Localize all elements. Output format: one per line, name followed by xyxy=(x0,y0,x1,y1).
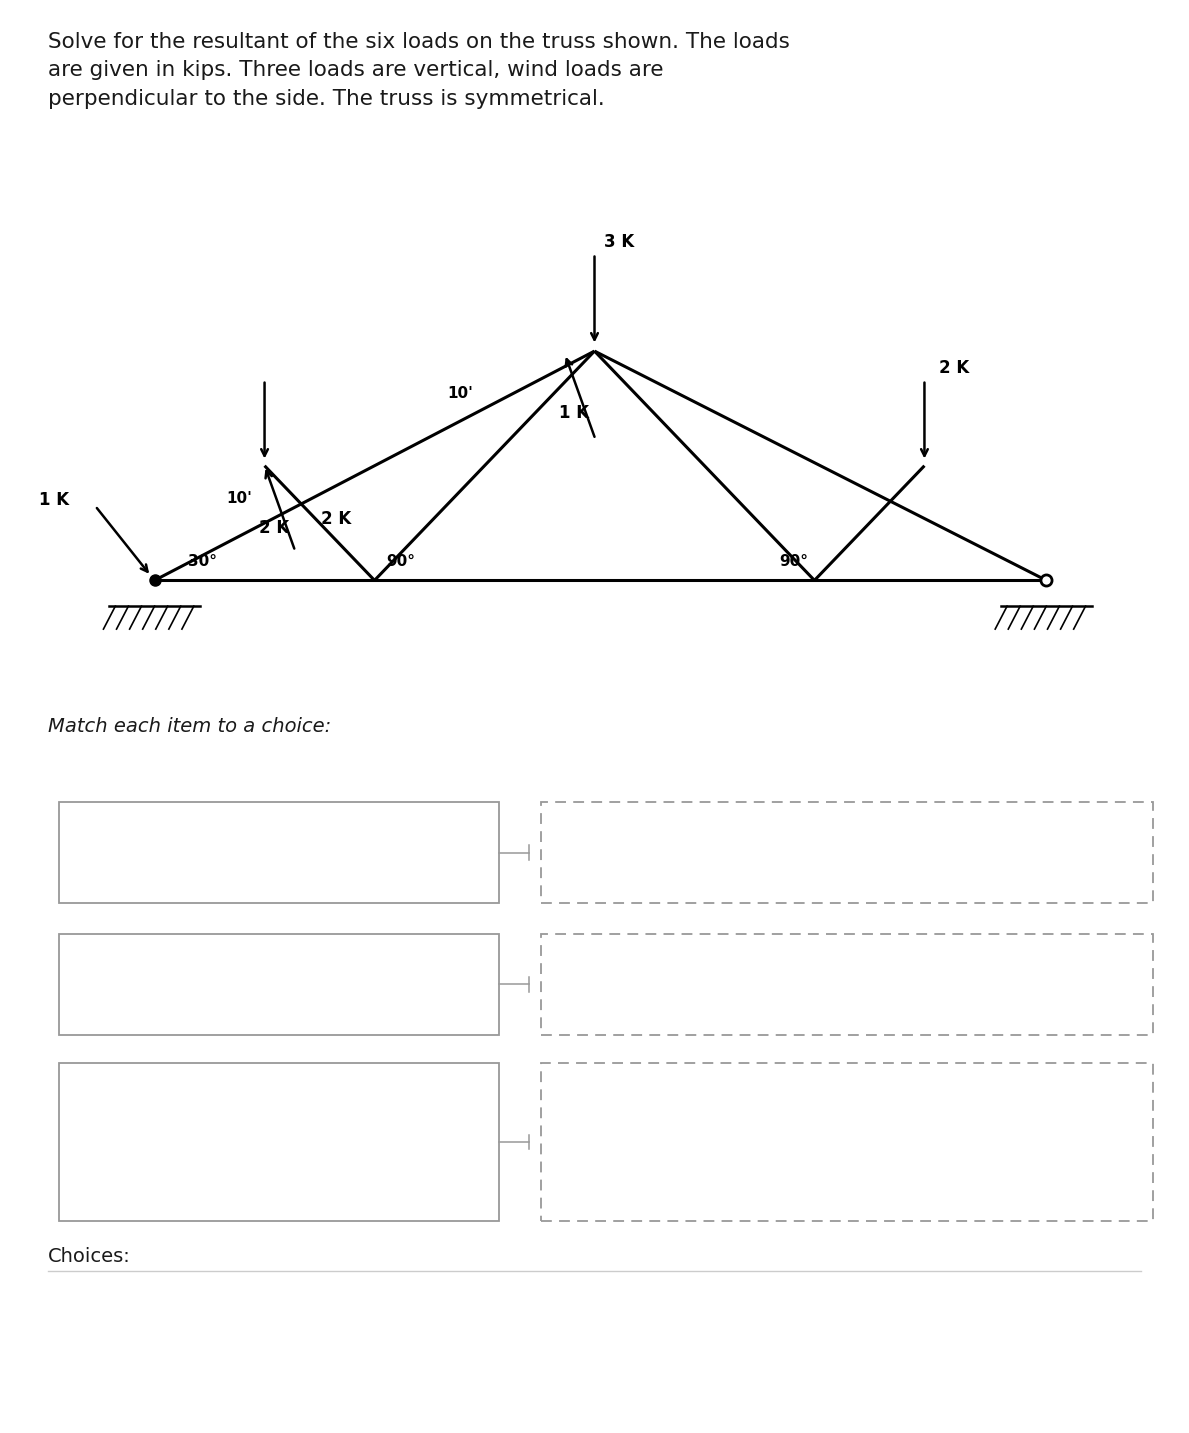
FancyBboxPatch shape xyxy=(59,934,499,1035)
Text: 2 K: 2 K xyxy=(259,519,289,537)
FancyBboxPatch shape xyxy=(59,1063,499,1221)
Text: 1 K: 1 K xyxy=(559,404,590,423)
Text: 10': 10' xyxy=(226,492,252,506)
Text: 90°: 90° xyxy=(386,555,415,569)
FancyBboxPatch shape xyxy=(59,802,499,903)
Text: Angle  of Inclination with
Respect to X (Counterclockwise
direction): Angle of Inclination with Respect to X (… xyxy=(141,1112,417,1172)
Text: Location from left support: Location from left support xyxy=(166,844,392,861)
Text: Solve for the resultant of the six loads on the truss shown. The loads
are given: Solve for the resultant of the six loads… xyxy=(48,32,789,109)
Text: 3 K: 3 K xyxy=(604,234,634,251)
Text: 2 K: 2 K xyxy=(321,510,352,529)
Text: Match each item to a choice:: Match each item to a choice: xyxy=(48,716,331,735)
Text: 10': 10' xyxy=(447,387,473,401)
FancyBboxPatch shape xyxy=(541,802,1153,903)
Text: 90°: 90° xyxy=(780,555,809,569)
Text: 2 K: 2 K xyxy=(939,360,969,377)
Text: Choices:: Choices: xyxy=(48,1247,131,1265)
Text: 30°: 30° xyxy=(188,555,216,569)
FancyBboxPatch shape xyxy=(541,934,1153,1035)
Text: 1 K: 1 K xyxy=(39,492,69,509)
FancyBboxPatch shape xyxy=(541,1063,1153,1221)
Text: Resultant: Resultant xyxy=(238,976,321,993)
